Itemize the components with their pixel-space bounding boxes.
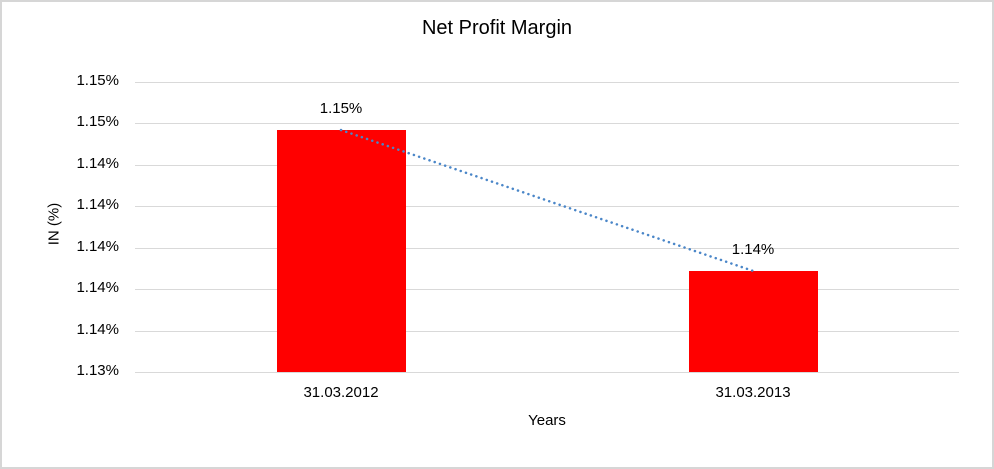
x-axis-title: Years (528, 412, 566, 429)
bar-data-label: 1.14% (731, 240, 775, 258)
gridline (135, 247, 959, 249)
bar (276, 130, 406, 372)
bar-data-label: 1.15% (319, 100, 363, 118)
y-tick-label: 1.14% (76, 279, 119, 297)
y-tick-label: 1.15% (76, 72, 119, 89)
x-category-label: 31.03.2012 (303, 384, 379, 401)
gridline (135, 372, 959, 373)
x-category-label: 31.03.2013 (715, 384, 791, 401)
y-tick-label: 1.14% (76, 196, 119, 214)
gridline (135, 206, 959, 208)
bar (688, 270, 818, 372)
y-tick-label: 1.14% (76, 320, 119, 338)
y-tick-label: 1.14% (76, 154, 119, 172)
y-tick-label: 1.15% (76, 113, 119, 131)
gridline (135, 123, 959, 125)
y-tick-label: 1.14% (76, 237, 119, 255)
gridline (135, 330, 959, 332)
y-tick-label: 1.13% (76, 362, 119, 379)
gridline (135, 164, 959, 166)
chart-title: Net Profit Margin (421, 17, 573, 39)
gridline (135, 289, 959, 291)
gridline (135, 82, 959, 83)
